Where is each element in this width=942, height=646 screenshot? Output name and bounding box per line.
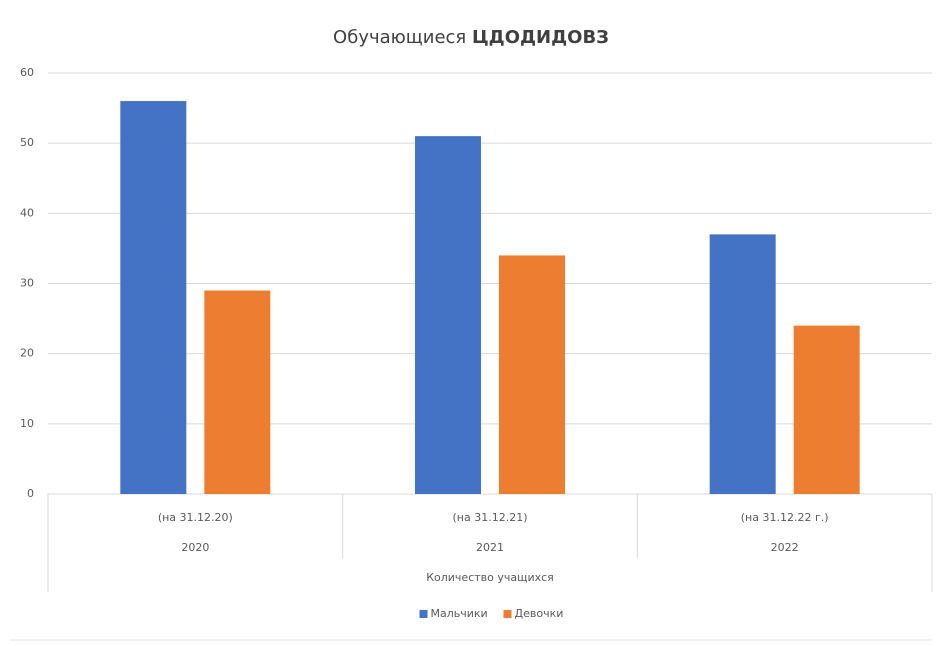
x-tick-label: (на 31.12.22 г.)	[741, 511, 829, 524]
bar	[415, 136, 481, 494]
legend-swatch	[503, 610, 512, 618]
y-tick-label: 10	[20, 417, 34, 430]
bar	[499, 255, 565, 494]
y-tick-label: 0	[27, 487, 34, 500]
title-main: Обучающиеся	[333, 27, 466, 48]
x-group-label: 2020	[181, 541, 209, 554]
y-tick-label: 50	[20, 136, 34, 149]
title-emphasis: ЦДОДИДОВЗ	[472, 27, 609, 48]
x-group-label: 2021	[476, 541, 504, 554]
y-tick-label: 40	[20, 206, 34, 219]
bar	[793, 325, 860, 494]
bar	[120, 101, 187, 495]
x-tick-label: (на 31.12.20)	[158, 511, 233, 524]
legend-label: Девочки	[515, 607, 564, 620]
x-tick-label: (на 31.12.21)	[453, 511, 528, 524]
y-tick-label: 60	[20, 66, 34, 79]
bar	[204, 290, 271, 494]
y-tick-label: 30	[20, 277, 34, 290]
legend-label: Мальчики	[431, 607, 488, 620]
y-tick-label: 20	[20, 347, 34, 360]
legend-swatch	[419, 610, 428, 618]
x-group-label: 2022	[771, 541, 799, 554]
bar	[709, 234, 776, 494]
chart-title: Обучающиеся ЦДОДИДОВЗ	[333, 27, 609, 48]
x-axis-group-label: Количество учащихся	[426, 571, 554, 584]
